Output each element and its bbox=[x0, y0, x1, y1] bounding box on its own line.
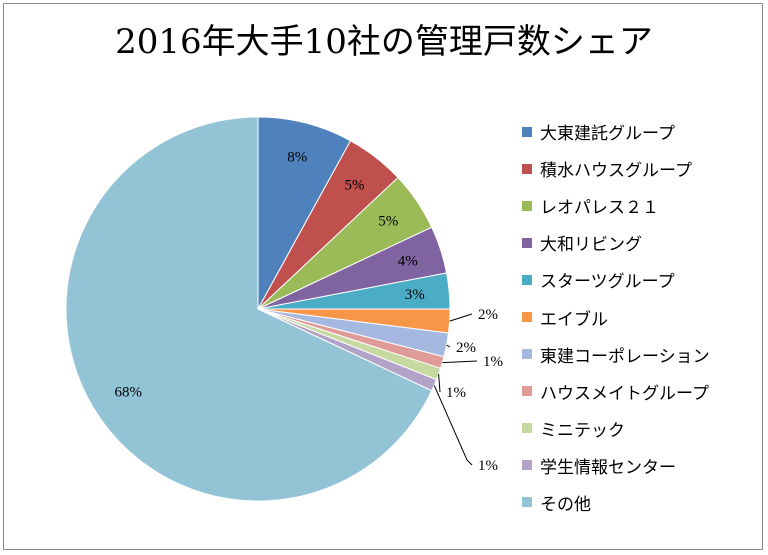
slice-data-label-3: 5% bbox=[378, 214, 398, 230]
legend-item-3: レオパレス２１ bbox=[522, 187, 710, 224]
slice-data-label-5: 3% bbox=[405, 287, 425, 303]
chart-legend: 大東建託グループ 積水ハウスグループ レオパレス２１ 大和リビングスターツグループ エイ… bbox=[522, 113, 710, 521]
legend-label: 大東建託グループ bbox=[540, 124, 675, 145]
slice-data-label-9: 1% bbox=[446, 385, 466, 401]
legend-swatch bbox=[522, 237, 532, 248]
slice-data-label-1: 8% bbox=[287, 150, 307, 166]
slice-data-label-7: 2% bbox=[456, 340, 476, 356]
legend-swatch bbox=[522, 274, 532, 285]
legend-swatch bbox=[522, 497, 532, 508]
legend-item-10: 学生情報センター bbox=[522, 447, 710, 484]
leader-line-8 bbox=[442, 360, 478, 364]
legend-swatch bbox=[522, 312, 532, 323]
legend-label: ハウスメイトグループ bbox=[540, 383, 709, 404]
legend-swatch bbox=[522, 200, 532, 211]
legend-item-2: 積水ハウスグループ bbox=[522, 150, 710, 187]
legend-swatch bbox=[522, 126, 532, 137]
leader-line-10 bbox=[433, 385, 473, 466]
legend-item-6: エイブル bbox=[522, 298, 710, 335]
legend-label: エイブル bbox=[540, 309, 608, 330]
slice-data-label-8: 1% bbox=[483, 354, 503, 370]
slice-data-label-10: 1% bbox=[478, 458, 498, 474]
legend-item-1: 大東建託グループ bbox=[522, 113, 710, 150]
legend-item-9: ミニテック bbox=[522, 410, 710, 447]
legend-label: レオパレス２１ bbox=[540, 198, 659, 219]
legend-label: 積水ハウスグループ bbox=[540, 161, 692, 182]
legend-swatch bbox=[522, 460, 532, 471]
legend-label: スターツグループ bbox=[540, 272, 675, 293]
leader-line-7 bbox=[446, 344, 451, 348]
leader-line-9 bbox=[438, 373, 441, 393]
legend-item-7: 東建コーポレーション bbox=[522, 336, 710, 373]
legend-item-4: 大和リビング bbox=[522, 224, 710, 261]
slice-data-label-2: 5% bbox=[345, 178, 365, 194]
legend-swatch bbox=[522, 349, 532, 360]
pie-slice-1 bbox=[257, 116, 352, 310]
leader-line-6 bbox=[449, 313, 473, 322]
pie-slice-11 bbox=[65, 116, 433, 502]
legend-swatch bbox=[522, 386, 532, 397]
legend-label: ミニテック bbox=[540, 420, 625, 441]
chart-title: 2016年大手10社の管理戸数シェア bbox=[115, 22, 653, 62]
legend-item-11: その他 bbox=[522, 484, 710, 521]
legend-swatch bbox=[522, 423, 532, 434]
legend-label: 大和リビング bbox=[540, 235, 642, 256]
legend-label: 学生情報センター bbox=[540, 457, 676, 478]
slice-data-label-4: 4% bbox=[398, 253, 418, 269]
legend-label: 東建コーポレーション bbox=[540, 346, 710, 367]
slice-data-label-6: 2% bbox=[478, 307, 498, 323]
legend-swatch bbox=[522, 163, 532, 174]
legend-label: その他 bbox=[540, 494, 591, 515]
legend-item-5: スターツグループ bbox=[522, 261, 710, 298]
slice-data-label-11: 68% bbox=[115, 384, 143, 400]
legend-item-8: ハウスメイトグループ bbox=[522, 373, 710, 410]
